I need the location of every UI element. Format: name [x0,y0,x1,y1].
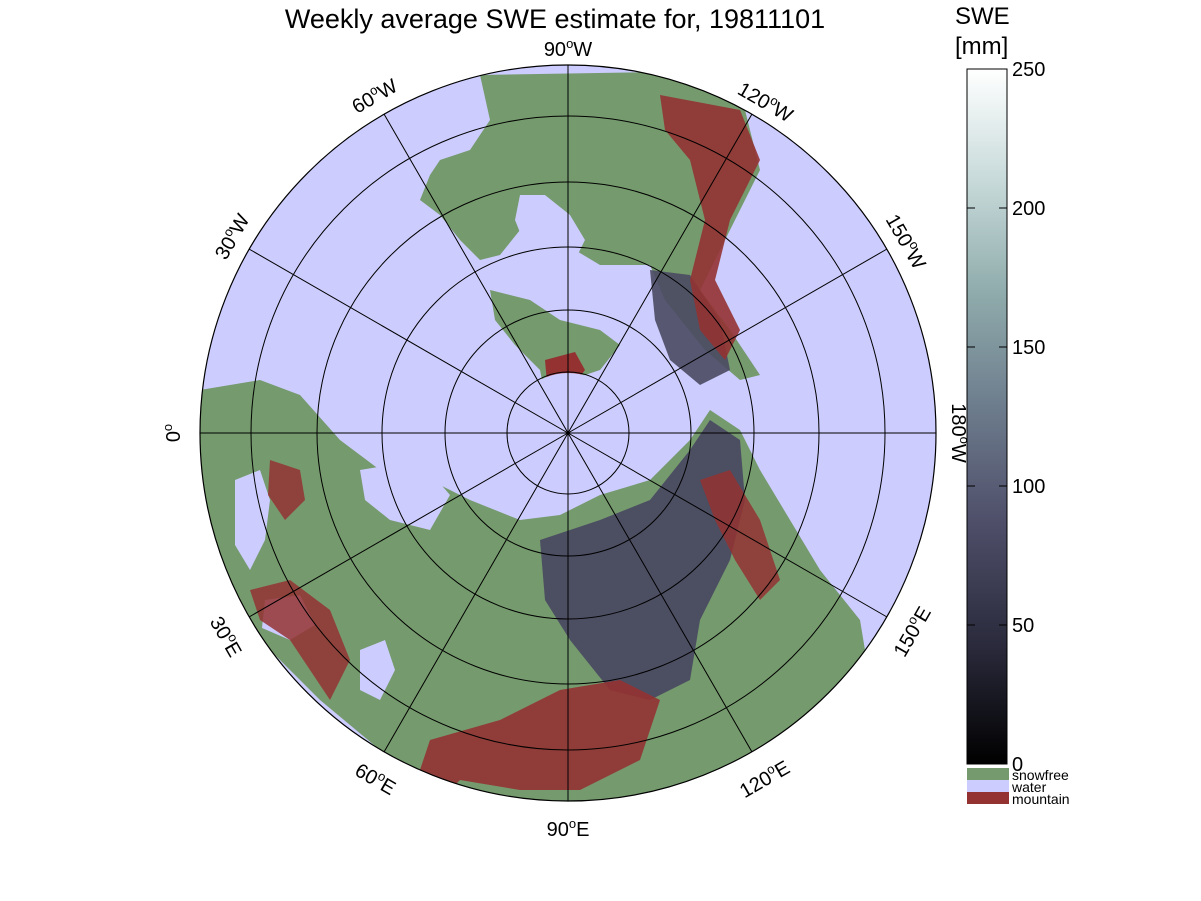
colorbar-gradient [966,68,1008,765]
lon-label-120e: 120oE [735,754,794,803]
scandinavia-mountain [268,460,305,520]
legend-label-mountain: mountain [1012,791,1070,807]
rockies-mountain [660,95,760,360]
lon-label-0: 0o [160,424,185,442]
colorbar-tick-200: 200 [1012,198,1045,220]
colorbar-tick-250: 250 [1012,59,1045,81]
colorbar-title-variable: SWE [955,3,1010,30]
legend-swatch-snowfree [967,768,1009,780]
lon-label-90e: 90oE [547,816,590,841]
lon-label-30e: 30oE [205,611,248,661]
legend-label-snowfree: snowfree [1012,767,1069,783]
colorbar-tick-100: 100 [1012,476,1045,498]
polar-map [200,65,936,801]
siberia-snow-cover [540,420,745,700]
arctic-archipelago [490,290,620,395]
lon-label-60e: 60oE [351,757,401,800]
lon-label-180w: 180oW [947,403,972,463]
europe-mountain [250,580,350,700]
legend-swatch-mountain [967,792,1009,804]
baltic-sea [235,470,270,570]
meridians [200,65,936,801]
east-siberia-mountain [700,470,780,600]
colorbar-tick-150: 150 [1012,337,1045,359]
figure-title: Weekly average SWE estimate for, 1981110… [284,4,826,34]
legend-swatch-water [967,780,1009,792]
colorbar-title: SWE [mm] [955,2,1010,62]
map-frame [199,64,937,802]
lon-label-90w: 90oW [544,36,592,61]
colorbar: 0 50 100 150 200 250 snowfree water moun… [966,59,1070,807]
himalaya-mountain [420,680,660,800]
colorbar-tick-0: 0 [1012,754,1023,776]
legend-label-water: water [1011,779,1047,795]
colorbar-tick-50: 50 [1012,615,1034,637]
alaska-snow-cover [650,270,730,385]
colorbar-title-unit: [mm] [955,33,1009,60]
lon-label-150e: 150oE [887,602,936,661]
colorbar-ticks [967,68,1007,765]
caspian-sea [360,640,395,700]
kara-sea-coast [360,460,450,530]
